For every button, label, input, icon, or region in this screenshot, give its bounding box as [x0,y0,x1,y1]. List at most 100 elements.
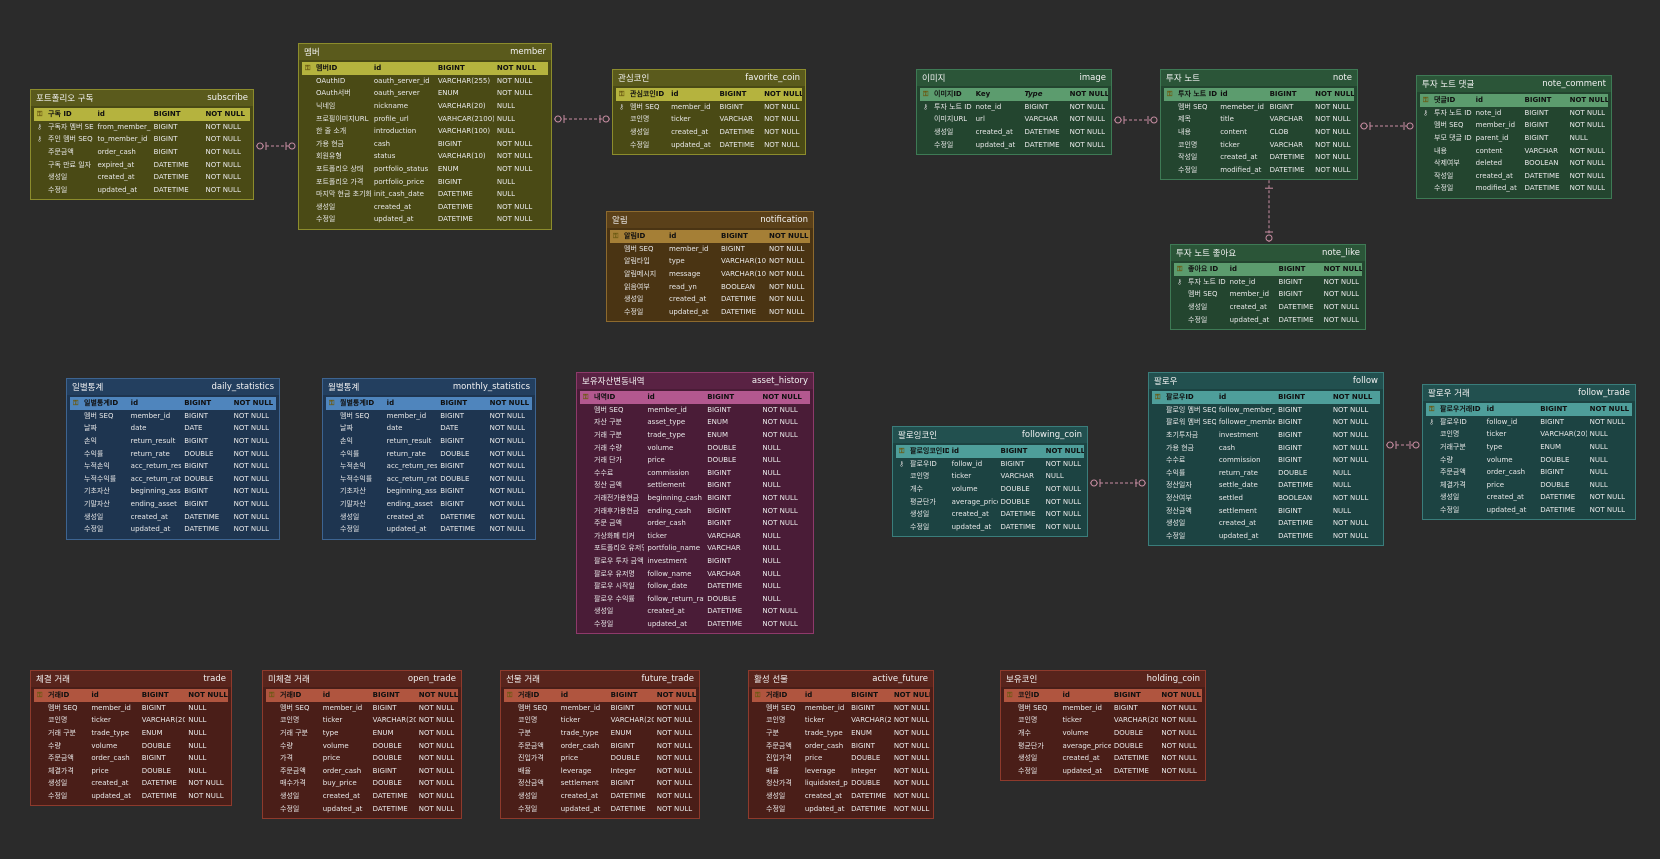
table-open-trade[interactable]: 미체결 거래 open_trade ⚿ 거래ID id BIGINT NOT NULL 멤버 … [262,670,462,819]
column-type: BIGINT [1524,108,1549,117]
column-label-text: 생성일 [1440,493,1460,502]
column-type: Integer [610,766,636,775]
table-favorite-coin[interactable]: 관심코인 favorite_coin ⚿ 관심코인ID id BIGINT NOT NULL… [612,69,806,155]
table-trade[interactable]: 체결 거래 trade ⚿ 거래ID id BIGINT NOT NULL 멤버 SEQ mem… [30,670,232,807]
column-row: 닉네임 nickname VARCHAR(20) NULL [302,100,548,113]
column-label: 코인명 [1426,429,1484,439]
table-columns: ⚿ 내역ID id BIGINT NOT NULL 멤버 SEQ member_id BIGI… [577,389,813,633]
table-follow-trade[interactable]: 팔로우 거래 follow_trade ⚿ 팔로우거래ID id BIGINT NOT NU… [1422,384,1636,521]
column-row: 작성일 created_at DATETIME NOT NULL [1164,151,1354,164]
table-following-coin[interactable]: 팔로잉코인 following_coin ⚿ 팔로잉코인ID id BIGINT NOT N… [892,426,1088,538]
column-row: 한 줄 소개 introduction VARCHAR(100) NULL [302,125,548,138]
column-nullable: NOT NULL [233,500,270,509]
table-note-like[interactable]: 투자 노트 좋아요 note_like ⚿ 좋아요 ID id BIGINT NOT NUL… [1170,244,1366,330]
column-row: 코인명 ticker VARCHAR(20) NULL [1426,428,1632,441]
column-label-text: 내용 [1434,146,1447,155]
column-row: ⚷ 투자 노트 ID note_id BIGINT NOT NULL [1174,276,1362,289]
table-member[interactable]: 멤버 member ⚿ 멤버ID id BIGINT NOT NULL OAuthID oaut… [298,43,552,230]
table-future-trade[interactable]: 선물 거래 future_trade ⚿ 거래ID id BIGINT NOT NULL 멤버… [500,670,700,819]
column-type: BIGINT [440,487,465,496]
column-label-text: 알림타입 [624,257,650,266]
table-holding-coin[interactable]: 보유코인 holding_coin ⚿ 코인ID id BIGINT NOT NULL 멤버 … [1000,670,1206,782]
column-type: BIGINT [1278,265,1306,274]
column-nullable: NOT NULL [418,729,455,738]
column-row: 수정일 updated_at DATETIME NOT NULL [70,523,276,536]
column-label-text: 생성일 [1166,519,1186,528]
column-type: DATETIME [1269,165,1305,174]
column-label: 이미지URL [920,114,973,124]
column-label-text: 생성일 [84,512,104,521]
column-name: ending_cash [647,506,692,515]
column-label: 수익률 [70,449,128,459]
column-nullable: NOT NULL [188,792,224,801]
column-label: 수정일 [580,619,644,629]
column-row: 수정일 updated_at DATETIME NOT NULL [580,618,810,631]
column-name: order_cash [560,741,600,750]
table-note[interactable]: 투자 노트 note ⚿ 투자 노트 ID id BIGINT NOT NULL 멤버 SEQ… [1160,69,1358,181]
table-monthly-statistics[interactable]: 월별통계 monthly_statistics ⚿ 월별통계ID id BIGINT NOT… [322,378,536,540]
table-name: follow_trade [1578,388,1630,398]
table-note-comment[interactable]: 투자 노트 댓글 note_comment ⚿ 댓글ID id BIGINT NOT NUL… [1416,75,1612,199]
column-label: 포트폴리오 유저명 [580,543,644,553]
column-type: DATETIME [707,582,743,591]
primary-key-row: ⚿ 멤버ID id BIGINT NOT NULL [302,62,548,75]
column-name: id [669,232,677,241]
column-label: ⚿ 팔로우거래ID [1426,404,1484,414]
column-type: DOUBLE [1540,455,1570,464]
column-name: member_id [91,703,131,712]
table-name: note_like [1322,248,1360,258]
column-nullable: NULL [1045,472,1064,481]
column-label: 청산가격 [752,778,802,788]
column-name: portfolio_status [373,165,429,174]
column-type: DATETIME [437,215,473,224]
column-nullable: NOT NULL [496,76,533,85]
column-nullable: NOT NULL [1332,443,1369,452]
column-label: 손익 [326,436,384,446]
column-label: 거래 단가 [580,455,644,465]
column-name: from_member_id [97,122,151,131]
column-nullable: NOT NULL [1161,716,1197,725]
primary-key-icon: ⚿ [613,231,619,240]
column-row: 수량 volume DOUBLE NULL [1426,453,1632,466]
table-subscribe[interactable]: 포트폴리오 구독 subscribe ⚿ 구독 ID id BIGINT NOT NULL ⚷… [30,89,254,201]
column-label-text: 주문금액 [48,148,74,157]
table-active-future[interactable]: 활성 선물 active_future ⚿ 거래ID id BIGINT NOT NULL 멤… [748,670,934,819]
table-daily-statistics[interactable]: 일별통계 daily_statistics ⚿ 일별통계ID id BIGINT NOT N… [66,378,280,540]
column-label: 포트폴리오 상태 [302,164,371,174]
column-label-text: 개수 [1018,729,1031,738]
column-type: DATETIME [153,173,189,182]
column-label-text: 거래후가용현금 [594,506,640,515]
table-notification[interactable]: 알림 notification ⚿ 알림ID id BIGINT NOT NULL 멤버 SE… [606,211,814,323]
column-label-text: 수정일 [316,215,336,224]
table-header: 관심코인 favorite_coin [613,70,805,86]
column-name: member_id [322,703,363,712]
column-row: 손익 return_result BIGINT NOT NULL [70,435,276,448]
table-asset-history[interactable]: 보유자산변동내역 asset_history ⚿ 내역ID id BIGINT NOT NU… [576,372,814,635]
column-name: read_yn [669,282,697,291]
column-label-text: 팔로우 유저명 [594,569,635,578]
table-columns: ⚿ 팔로우ID id BIGINT NOT NULL 팔로잉 멤버 SEQ follow_m… [1149,389,1383,545]
column-name: commission [1218,456,1261,465]
table-image[interactable]: 이미지 image ⚿ 이미지ID Key Type NOT NULL ⚷ 투자 노트 ID no… [916,69,1112,155]
column-type: DATETIME [184,512,220,521]
column-name: deleted [1475,159,1503,168]
column-type: VARCHAR(20) [851,716,891,725]
table-follow[interactable]: 팔로우 follow ⚿ 팔로우ID id BIGINT NOT NULL 팔로잉 멤버 SE… [1148,372,1384,547]
column-label-text: 평균단가 [1018,741,1044,750]
column-name: note_id [1475,108,1502,117]
column-row: 수정일 updated_at DATETIME NOT NULL [752,802,930,815]
table-title: 투자 노트 [1166,74,1200,84]
column-name: created_at [671,128,709,137]
column-label-text: 수익률 [84,449,104,458]
column-nullable: NOT NULL [1569,96,1608,105]
column-label-text: 내역ID [594,393,616,402]
column-label: 수정일 [610,307,666,317]
column-label: 주문금액 [504,741,558,751]
column-label-text: 거래구분 [1440,443,1466,452]
column-label-text: 거래ID [280,691,302,700]
column-name: created_at [97,173,135,182]
column-name: settlement [647,481,686,490]
table-header: 보유코인 holding_coin [1001,671,1205,687]
column-nullable: NOT NULL [418,754,455,763]
